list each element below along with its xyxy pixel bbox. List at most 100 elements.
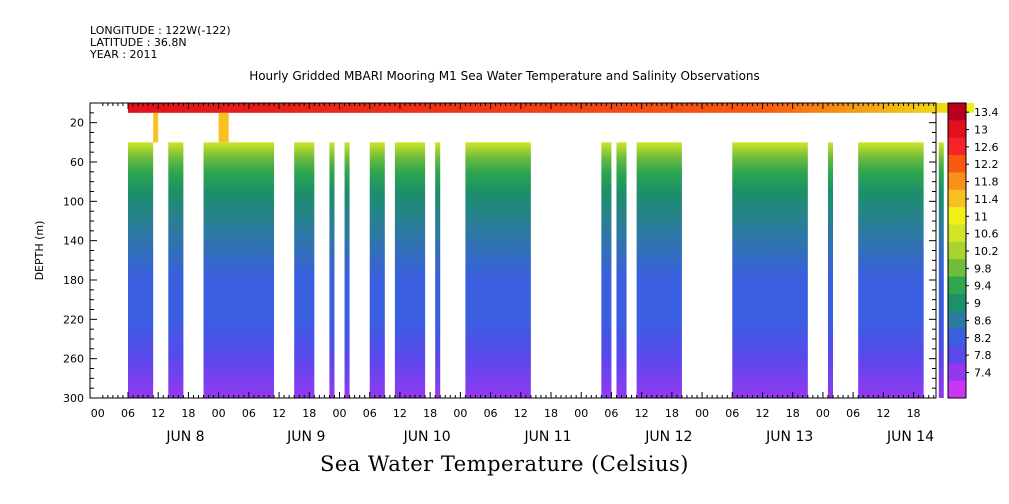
x-tick-label: 00 — [333, 407, 347, 420]
x-tick-label: 18 — [907, 407, 921, 420]
x-tick-label: 06 — [846, 407, 860, 420]
colorbar-swatch — [948, 224, 966, 243]
colorbar-label: 10.6 — [974, 228, 999, 241]
x-tick-label: 18 — [181, 407, 195, 420]
colorbar-label: 8.6 — [974, 314, 992, 327]
x-date-label: JUN 11 — [523, 429, 571, 445]
x-tick-label: 18 — [544, 407, 558, 420]
colorbar-label: 7.8 — [974, 349, 992, 362]
colorbar-swatch — [948, 345, 966, 364]
x-tick-label: 18 — [665, 407, 679, 420]
colorbar-swatch — [948, 103, 966, 121]
data-column — [465, 142, 531, 398]
colorbar-label: 11 — [974, 210, 988, 223]
colorbar-swatch — [948, 120, 966, 139]
x-tick-label: 00 — [453, 407, 467, 420]
colorbar-label: 13.4 — [974, 106, 999, 119]
colorbar-label: 9 — [974, 297, 981, 310]
y-tick-label: 180 — [63, 274, 84, 287]
colorbar-swatch — [948, 189, 966, 208]
x-tick-label: 00 — [91, 407, 105, 420]
spike-segment — [218, 112, 229, 143]
data-column — [732, 142, 808, 398]
x-date-label: JUN 12 — [644, 429, 692, 445]
x-tick-label: 00 — [574, 407, 588, 420]
x-tick-label: 12 — [876, 407, 890, 420]
data-column — [168, 142, 184, 398]
year-label: YEAR : 2011 — [90, 48, 158, 61]
colorbar-swatch — [948, 276, 966, 295]
colorbar-label: 11.8 — [974, 176, 999, 189]
colorbar-swatch — [948, 259, 966, 278]
data-column — [344, 142, 350, 398]
x-tick-label: 12 — [514, 407, 528, 420]
data-column — [369, 142, 385, 398]
colorbar-swatch — [948, 363, 966, 382]
colorbar-swatch — [948, 137, 966, 156]
data-column — [435, 142, 441, 398]
y-tick-label: 260 — [63, 353, 84, 366]
colorbar-label: 12.6 — [974, 141, 999, 154]
colorbar-swatch — [948, 328, 966, 347]
x-tick-label: 12 — [272, 407, 286, 420]
y-tick-label: 100 — [63, 195, 84, 208]
data-column — [329, 142, 335, 398]
colorbar-swatch — [948, 155, 966, 173]
x-tick-label: 12 — [635, 407, 649, 420]
colorbar-label: 11.4 — [974, 193, 999, 206]
x-tick-label: 00 — [695, 407, 709, 420]
x-date-label: JUN 14 — [886, 429, 934, 445]
y-tick-label: 140 — [63, 235, 84, 248]
colorbar-label: 9.8 — [974, 262, 992, 275]
colorbar-swatch — [948, 380, 966, 399]
x-date-label: JUN 13 — [765, 429, 813, 445]
x-date-label: JUN 10 — [403, 429, 451, 445]
colorbar-swatch — [948, 241, 966, 260]
colorbar-label: 13 — [974, 124, 988, 137]
x-tick-label: 12 — [151, 407, 165, 420]
data-column — [601, 142, 612, 398]
longitude-label: LONGITUDE : 122W(-122) — [90, 24, 231, 37]
latitude-label: LATITUDE : 36.8N — [90, 36, 187, 49]
x-tick-label: 12 — [756, 407, 770, 420]
x-tick-label: 18 — [423, 407, 437, 420]
data-column — [128, 142, 154, 398]
x-date-label: JUN 9 — [286, 429, 325, 445]
data-column — [203, 142, 275, 398]
data-column — [636, 142, 682, 398]
y-tick-label: 300 — [63, 392, 84, 405]
colorbar-swatch — [948, 172, 966, 191]
colorbar-swatch — [948, 293, 966, 312]
x-tick-label: 06 — [363, 407, 377, 420]
data-column — [938, 142, 944, 398]
data-column — [858, 142, 924, 398]
data-column — [616, 142, 627, 398]
colorbar-label: 8.2 — [974, 332, 992, 345]
x-tick-label: 12 — [393, 407, 407, 420]
colorbar-label: 10.2 — [974, 245, 999, 258]
chart-caption: Sea Water Temperature (Celsius) — [319, 452, 689, 476]
x-tick-label: 06 — [121, 407, 135, 420]
data-column — [394, 142, 426, 398]
x-tick-label: 00 — [816, 407, 830, 420]
y-tick-label: 60 — [70, 156, 84, 169]
x-tick-label: 00 — [212, 407, 226, 420]
y-axis-label: DEPTH (m) — [33, 221, 46, 281]
y-tick-label: 20 — [70, 117, 84, 130]
spike-segment — [153, 112, 159, 143]
colorbar-label: 9.4 — [974, 280, 992, 293]
x-date-label: JUN 8 — [165, 429, 204, 445]
data-column — [827, 142, 833, 398]
x-tick-label: 06 — [484, 407, 498, 420]
colorbar-label: 12.2 — [974, 158, 999, 171]
colorbar-swatch — [948, 207, 966, 225]
x-tick-label: 06 — [242, 407, 256, 420]
x-tick-label: 06 — [604, 407, 618, 420]
x-tick-label: 18 — [786, 407, 800, 420]
y-tick-label: 220 — [63, 313, 84, 326]
colorbar-swatch — [948, 311, 966, 330]
plot-title: Hourly Gridded MBARI Mooring M1 Sea Wate… — [249, 69, 760, 83]
data-column — [294, 142, 315, 398]
